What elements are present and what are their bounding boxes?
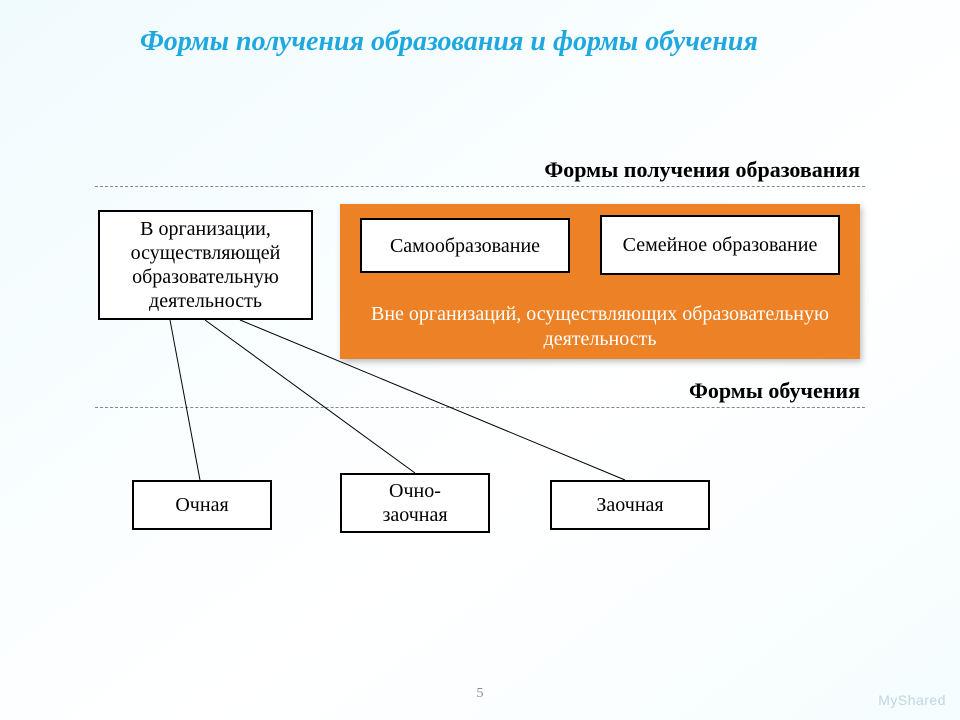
box-self-education: Самообразование [360,218,570,273]
section-label-learning-forms: Формы обучения [689,378,860,404]
watermark: MyShared [878,692,946,708]
page-number: 5 [0,686,960,702]
box-in-organization: В организации, осуществляющей образовате… [98,210,313,320]
box-mixed: Очно- заочная [340,473,490,533]
box-distance: Заочная [550,480,710,530]
divider-bottom [95,407,865,408]
slide-title: Формы получения образования и формы обуч… [140,26,758,58]
section-label-education-forms: Формы получения образования [544,157,860,183]
panel-outside-org-caption: Вне организаций, осуществляющих образова… [340,302,860,352]
box-full-time: Очная [132,480,272,530]
box-family-education: Семейное образование [600,215,840,275]
slide-background [0,0,960,720]
divider-top [95,186,865,187]
